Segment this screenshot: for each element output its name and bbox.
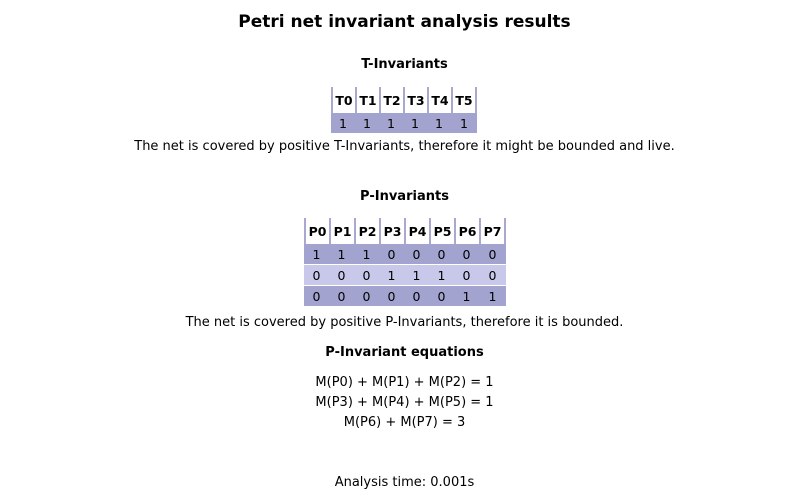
- table-cell: 0: [479, 244, 506, 264]
- table-cell: 1: [355, 113, 379, 133]
- table-cell: 1: [454, 286, 479, 306]
- table-row: 1 1 1 0 0 0 0 0: [304, 244, 506, 264]
- table-cell: 0: [329, 286, 354, 306]
- p-column-header: P4: [404, 218, 429, 244]
- table-cell: 1: [304, 244, 329, 264]
- table-cell: 0: [354, 265, 379, 285]
- t-column-header: T5: [451, 87, 477, 113]
- table-row: 1 1 1 1 1 1: [331, 113, 477, 133]
- table-cell: 1: [379, 265, 404, 285]
- p-column-header: P5: [429, 218, 454, 244]
- t-column-header: T1: [355, 87, 379, 113]
- p-column-header: P6: [454, 218, 479, 244]
- table-cell: 1: [427, 113, 451, 133]
- table-cell: 0: [454, 265, 479, 285]
- table-cell: 0: [379, 244, 404, 264]
- p-invariants-header-row: P0 P1 P2 P3 P4 P5 P6 P7: [304, 218, 506, 244]
- p-column-header: P2: [354, 218, 379, 244]
- t-column-header: T0: [331, 87, 355, 113]
- t-invariants-heading: T-Invariants: [361, 57, 448, 72]
- table-cell: 1: [329, 244, 354, 264]
- table-cell: 1: [379, 113, 403, 133]
- p-column-header: P3: [379, 218, 404, 244]
- p-invariants-heading: P-Invariants: [360, 189, 449, 204]
- table-cell: 1: [404, 265, 429, 285]
- table-cell: 0: [329, 265, 354, 285]
- p-invariants-table: P0 P1 P2 P3 P4 P5 P6 P7 1 1 1 0 0 0 0 0 …: [304, 218, 506, 306]
- t-column-header: T2: [379, 87, 403, 113]
- table-cell: 0: [354, 286, 379, 306]
- p-column-header: P7: [479, 218, 506, 244]
- table-cell: 0: [429, 286, 454, 306]
- t-invariants-table: T0 T1 T2 T3 T4 T5 1 1 1 1 1 1: [331, 87, 477, 133]
- p-column-header: P1: [329, 218, 354, 244]
- table-cell: 0: [404, 244, 429, 264]
- equation-line: M(P3) + M(P4) + M(P5) = 1: [315, 395, 494, 410]
- page-title: Petri net invariant analysis results: [238, 12, 571, 32]
- table-row: 0 0 0 0 0 0 1 1: [304, 286, 506, 306]
- table-cell: 0: [304, 286, 329, 306]
- table-cell: 1: [331, 113, 355, 133]
- table-cell: 0: [454, 244, 479, 264]
- equation-line: M(P0) + M(P1) + M(P2) = 1: [315, 375, 494, 390]
- p-invariants-summary: The net is covered by positive P-Invaria…: [185, 315, 624, 330]
- table-cell: 0: [379, 286, 404, 306]
- t-invariants-header-row: T0 T1 T2 T3 T4 T5: [331, 87, 477, 113]
- table-cell: 0: [429, 244, 454, 264]
- t-invariants-summary: The net is covered by positive T-Invaria…: [134, 139, 675, 154]
- table-cell: 1: [429, 265, 454, 285]
- table-cell: 1: [451, 113, 477, 133]
- table-row: 0 0 0 1 1 1 0 0: [304, 265, 506, 285]
- t-column-header: T4: [427, 87, 451, 113]
- table-cell: 0: [304, 265, 329, 285]
- table-cell: 1: [354, 244, 379, 264]
- table-cell: 0: [404, 286, 429, 306]
- table-cell: 0: [479, 265, 506, 285]
- analysis-time: Analysis time: 0.001s: [334, 475, 475, 490]
- table-cell: 1: [403, 113, 427, 133]
- t-column-header: T3: [403, 87, 427, 113]
- equations-heading: P-Invariant equations: [325, 345, 484, 360]
- table-cell: 1: [479, 286, 506, 306]
- p-column-header: P0: [304, 218, 329, 244]
- equation-line: M(P6) + M(P7) = 3: [343, 415, 466, 430]
